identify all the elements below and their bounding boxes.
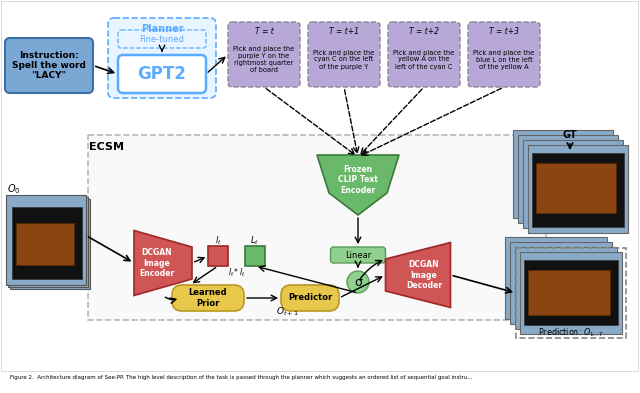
Bar xyxy=(536,163,616,213)
Bar xyxy=(516,248,626,338)
Text: T = t: T = t xyxy=(255,26,273,35)
Bar xyxy=(16,223,74,265)
Circle shape xyxy=(347,271,369,293)
FancyBboxPatch shape xyxy=(388,22,460,87)
Bar xyxy=(524,260,618,325)
Bar xyxy=(6,195,86,285)
Polygon shape xyxy=(385,242,451,307)
Bar xyxy=(208,246,228,266)
Text: DCGAN
Image
Encoder: DCGAN Image Encoder xyxy=(140,248,175,278)
Text: GT: GT xyxy=(563,130,577,140)
Text: Prediction: $O_{1..T}$: Prediction: $O_{1..T}$ xyxy=(538,327,604,339)
Text: Instruction:
Spell the word
"LACY": Instruction: Spell the word "LACY" xyxy=(12,51,86,81)
FancyBboxPatch shape xyxy=(308,22,380,87)
Bar xyxy=(12,207,82,279)
Text: Predictor: Predictor xyxy=(288,294,332,303)
Text: Frozen
CLIP Text
Encoder: Frozen CLIP Text Encoder xyxy=(338,165,378,195)
Bar xyxy=(10,199,90,289)
Text: T = t+2: T = t+2 xyxy=(409,26,439,35)
Bar xyxy=(88,135,546,320)
FancyBboxPatch shape xyxy=(281,285,339,311)
Bar xyxy=(8,197,88,287)
Text: Linear: Linear xyxy=(345,250,371,259)
Text: GPT2: GPT2 xyxy=(138,65,186,83)
Text: $l_t$: $l_t$ xyxy=(214,235,221,247)
FancyBboxPatch shape xyxy=(5,38,93,93)
Text: σ: σ xyxy=(354,275,362,288)
Bar xyxy=(518,135,618,223)
Text: T = t+1: T = t+1 xyxy=(329,26,359,35)
FancyBboxPatch shape xyxy=(172,285,244,311)
Text: Pick and place the
purple Y on the
rightmost quarter
of board: Pick and place the purple Y on the right… xyxy=(234,46,294,73)
Bar xyxy=(528,270,610,315)
FancyBboxPatch shape xyxy=(228,22,300,87)
Bar xyxy=(528,145,628,233)
Bar xyxy=(513,130,613,218)
Polygon shape xyxy=(134,231,192,296)
Text: Pick and place the
blue L on the left
of the yellow A: Pick and place the blue L on the left of… xyxy=(474,50,534,70)
Text: $l_t * l_t$: $l_t * l_t$ xyxy=(228,267,245,279)
Text: T = t+3: T = t+3 xyxy=(489,26,519,35)
Text: Pick and place the
yellow A on the
left of the cyan C: Pick and place the yellow A on the left … xyxy=(394,50,454,70)
Bar xyxy=(523,140,623,228)
Polygon shape xyxy=(317,155,399,215)
Text: Planner: Planner xyxy=(141,24,183,34)
Bar xyxy=(515,247,617,329)
Text: Fine-tuned: Fine-tuned xyxy=(140,35,184,44)
FancyBboxPatch shape xyxy=(118,55,206,93)
Text: $L_t$: $L_t$ xyxy=(250,235,260,247)
Bar xyxy=(245,246,265,266)
Bar xyxy=(505,237,607,319)
Text: Learned
Prior: Learned Prior xyxy=(189,288,227,308)
FancyBboxPatch shape xyxy=(108,18,216,98)
Text: Figure 2.  Architecture diagram of See-PP. The high level description of the tas: Figure 2. Architecture diagram of See-PP… xyxy=(10,375,472,380)
Bar xyxy=(510,242,612,324)
Text: $O_0$: $O_0$ xyxy=(7,182,20,196)
FancyBboxPatch shape xyxy=(468,22,540,87)
Bar xyxy=(532,153,624,227)
FancyBboxPatch shape xyxy=(118,30,206,48)
Text: Pick and place the
cyan C on the left
of the purple Y: Pick and place the cyan C on the left of… xyxy=(314,50,374,70)
Text: $O_{t+1}$: $O_{t+1}$ xyxy=(276,306,298,318)
Bar xyxy=(520,252,622,334)
Text: DCGAN
Image
Decoder: DCGAN Image Decoder xyxy=(406,260,442,290)
Text: ECSM: ECSM xyxy=(88,142,124,152)
FancyBboxPatch shape xyxy=(330,247,385,263)
